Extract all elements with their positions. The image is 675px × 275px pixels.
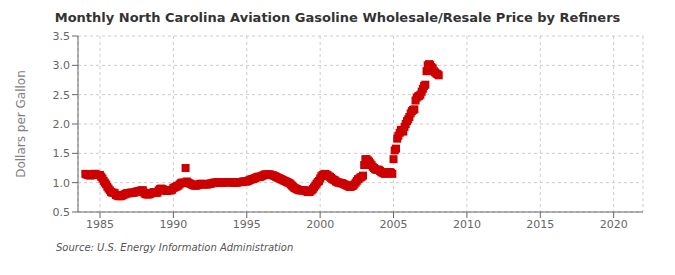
svg-text:Dollars per Gallon: Dollars per Gallon — [14, 70, 28, 178]
html-text:Source: U.S. Energy Informatio: Source: U.S. Energy Information Administ… — [56, 242, 294, 253]
svg-text:2020: 2020 — [600, 218, 628, 231]
svg-text:2010: 2010 — [453, 218, 481, 231]
svg-text:1.0: 1.0 — [53, 177, 71, 190]
svg-text:1990: 1990 — [159, 218, 187, 231]
svg-text:1985: 1985 — [86, 218, 114, 231]
svg-text:2015: 2015 — [526, 218, 554, 231]
svg-text:2.0: 2.0 — [53, 118, 71, 131]
svg-text:2005: 2005 — [380, 218, 408, 231]
html-text:Monthly North Carolina Aviatio: Monthly North Carolina Aviation Gasoline… — [54, 10, 621, 25]
svg-text:1.5: 1.5 — [53, 147, 71, 160]
svg-text:3.0: 3.0 — [53, 59, 71, 72]
svg-text:1995: 1995 — [233, 218, 261, 231]
svg-text:0.5: 0.5 — [53, 206, 71, 219]
svg-text:2000: 2000 — [306, 218, 334, 231]
svg-text:3.5: 3.5 — [53, 30, 71, 43]
svg-text:2.5: 2.5 — [53, 89, 71, 102]
